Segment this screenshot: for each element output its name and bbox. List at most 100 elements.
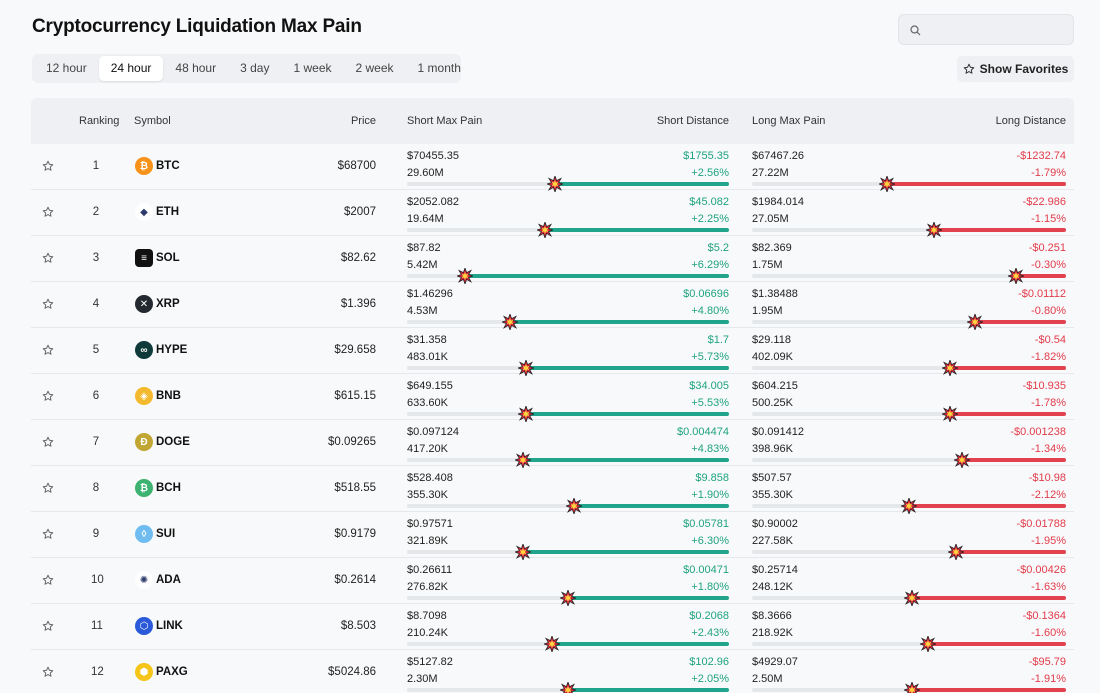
short-distance-fill <box>574 504 729 508</box>
liquidation-marker-icon <box>918 634 938 654</box>
rank: 3 <box>92 252 100 264</box>
favorite-star-icon[interactable] <box>42 252 54 264</box>
table-row[interactable]: 8 ₿ BCH $518.55 $528.408 355.30K $9.858 … <box>31 466 1074 516</box>
table-header: Ranking Symbol Price Short Max Pain Shor… <box>31 98 1074 144</box>
favorite-star-icon[interactable] <box>42 390 54 402</box>
table-row[interactable]: 5 ∞ HYPE $29.658 $31.358 483.01K $1.7 +5… <box>31 328 1074 378</box>
header-long-distance[interactable]: Long Distance <box>995 115 1066 127</box>
long-distance-percent: -1.34% <box>1031 443 1066 455</box>
header-long-max-pain[interactable]: Long Max Pain <box>752 115 826 127</box>
symbol[interactable]: BTC <box>156 160 180 172</box>
short-max-pain-volume: 29.60M <box>407 167 444 179</box>
long-distance-value: -$0.54 <box>1034 334 1066 346</box>
short-distance-value: $0.004474 <box>677 426 729 438</box>
symbol[interactable]: BCH <box>156 482 181 494</box>
short-max-pain-volume: 321.89K <box>407 535 448 547</box>
tab-1-week[interactable]: 1 week <box>293 61 332 75</box>
long-distance-value: -$1232.74 <box>1016 150 1066 162</box>
short-max-pain-price: $1.46296 <box>407 288 453 300</box>
short-max-pain-price: $528.408 <box>407 472 453 484</box>
table-row[interactable]: 10 ✺ ADA $0.2614 $0.26611 276.82K $0.004… <box>31 558 1074 608</box>
favorite-star-icon[interactable] <box>42 160 54 172</box>
short-distance-fill <box>545 228 729 232</box>
favorite-star-icon[interactable] <box>42 620 54 632</box>
short-max-pain-volume: 5.42M <box>407 259 438 271</box>
symbol[interactable]: HYPE <box>156 344 188 356</box>
bitcoin-cash-icon: ₿ <box>135 479 153 497</box>
price: $0.09265 <box>328 436 376 448</box>
table-row[interactable]: 4 ✕ XRP $1.396 $1.46296 4.53M $0.06696 +… <box>31 282 1074 332</box>
liquidation-marker-icon <box>902 588 922 608</box>
long-distance-percent: -1.79% <box>1031 167 1066 179</box>
symbol[interactable]: PAXG <box>156 666 188 678</box>
long-max-pain-volume: 248.12K <box>752 581 793 593</box>
long-max-pain-volume: 27.22M <box>752 167 789 179</box>
symbol[interactable]: ADA <box>156 574 181 586</box>
favorite-star-icon[interactable] <box>42 436 54 448</box>
liquidation-marker-icon <box>940 358 960 378</box>
favorite-star-icon[interactable] <box>42 528 54 540</box>
header-short-distance[interactable]: Short Distance <box>656 115 729 127</box>
short-distance-bar <box>407 266 729 286</box>
header-ranking[interactable]: Ranking <box>79 115 120 127</box>
short-max-pain-price: $87.82 <box>407 242 441 254</box>
liquidation-marker-icon <box>542 634 562 654</box>
header-short-max-pain[interactable]: Short Max Pain <box>407 115 483 127</box>
short-distance-value: $102.96 <box>689 656 729 668</box>
search-box[interactable] <box>898 14 1074 45</box>
price: $0.9179 <box>334 528 376 540</box>
tab-12-hour[interactable]: 12 hour <box>46 61 87 75</box>
short-distance-fill <box>464 274 729 278</box>
tab-1-month[interactable]: 1 month <box>417 61 461 75</box>
symbol[interactable]: ETH <box>156 206 179 218</box>
favorite-star-icon[interactable] <box>42 482 54 494</box>
rank: 5 <box>92 344 100 356</box>
liquidation-marker-icon <box>902 680 922 693</box>
tab-2-week[interactable]: 2 week <box>355 61 394 75</box>
favorite-star-icon[interactable] <box>42 574 54 586</box>
symbol[interactable]: XRP <box>156 298 180 310</box>
table-body: 1 ₿ BTC $68700 $70455.35 29.60M $1755.35… <box>31 144 1074 693</box>
price: $68700 <box>337 160 376 172</box>
short-distance-bar <box>407 358 729 378</box>
long-max-pain-price: $1984.014 <box>752 196 804 208</box>
solana-icon: ≡ <box>135 249 153 267</box>
short-distance-percent: +2.43% <box>691 627 729 639</box>
table-row[interactable]: 3 ≡ SOL $82.62 $87.82 5.42M $5.2 +6.29% … <box>31 236 1074 286</box>
favorite-star-icon[interactable] <box>42 344 54 356</box>
header-symbol[interactable]: Symbol <box>134 115 171 127</box>
header-price[interactable]: Price <box>350 115 376 127</box>
symbol[interactable]: BNB <box>156 390 181 402</box>
short-distance-percent: +6.29% <box>691 259 729 271</box>
short-distance-value: $34.005 <box>689 380 729 392</box>
short-max-pain-price: $2052.082 <box>407 196 459 208</box>
long-max-pain-price: $0.90002 <box>752 518 798 530</box>
table-row[interactable]: 9 ◊ SUI $0.9179 $0.97571 321.89K $0.0578… <box>31 512 1074 562</box>
long-max-pain-volume: 1.75M <box>752 259 783 271</box>
tab-48-hour[interactable]: 48 hour <box>175 61 217 75</box>
table-row[interactable]: 12 ⬢ PAXG $5024.86 $5127.82 2.30M $102.9… <box>31 650 1074 693</box>
favorite-star-icon[interactable] <box>42 298 54 310</box>
long-max-pain-price: $4929.07 <box>752 656 798 668</box>
favorite-star-icon[interactable] <box>42 206 54 218</box>
liquidation-marker-icon <box>940 404 960 424</box>
symbol[interactable]: SOL <box>156 252 180 264</box>
symbol[interactable]: LINK <box>156 620 183 632</box>
search-input[interactable] <box>929 19 1067 41</box>
table-row[interactable]: 7 Ð DOGE $0.09265 $0.097124 417.20K $0.0… <box>31 420 1074 470</box>
tab-24-hour[interactable]: 24 hour <box>98 56 164 81</box>
show-favorites-button[interactable]: Show Favorites <box>957 56 1074 82</box>
long-max-pain-volume: 218.92K <box>752 627 793 639</box>
favorite-star-icon[interactable] <box>42 666 54 678</box>
tab-3-day[interactable]: 3 day <box>240 61 270 75</box>
table-row[interactable]: 1 ₿ BTC $68700 $70455.35 29.60M $1755.35… <box>31 144 1074 194</box>
table-row[interactable]: 6 ◈ BNB $615.15 $649.155 633.60K $34.005… <box>31 374 1074 424</box>
max-pain-table: Ranking Symbol Price Short Max Pain Shor… <box>31 98 1074 693</box>
long-distance-bar <box>752 404 1066 424</box>
short-distance-value: $0.2068 <box>689 610 729 622</box>
table-row[interactable]: 2 ◆ ETH $2007 $2052.082 19.64M $45.082 +… <box>31 190 1074 240</box>
table-row[interactable]: 11 ⬡ LINK $8.503 $8.7098 210.24K $0.2068… <box>31 604 1074 654</box>
long-distance-percent: -0.80% <box>1031 305 1066 317</box>
symbol[interactable]: DOGE <box>156 436 190 448</box>
symbol[interactable]: SUI <box>156 528 176 540</box>
